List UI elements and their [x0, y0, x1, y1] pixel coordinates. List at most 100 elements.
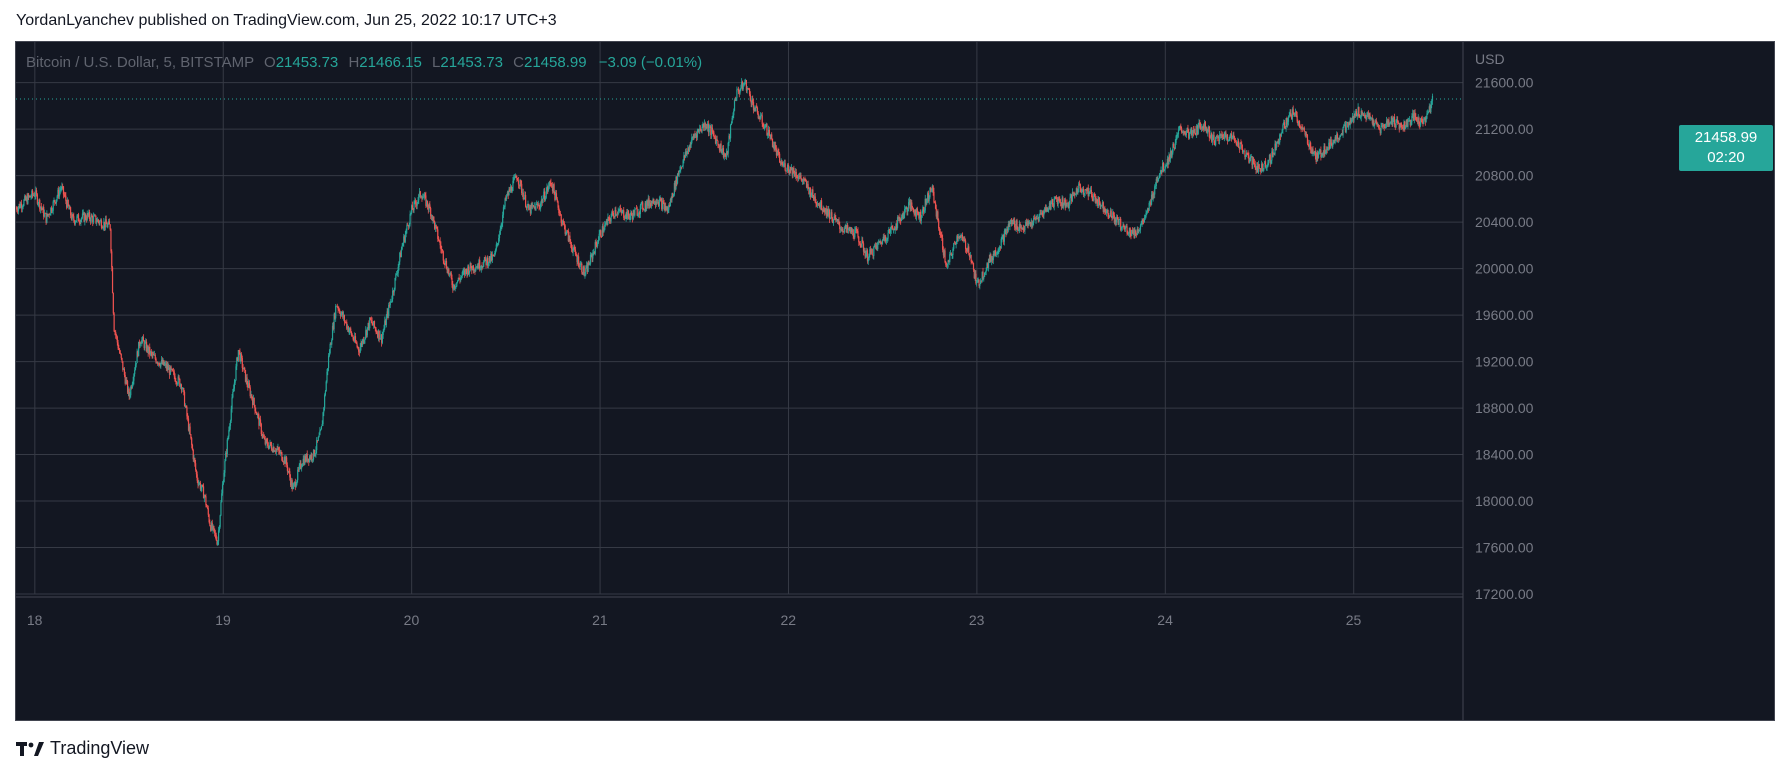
candle-body: [483, 261, 485, 267]
candlestick-chart[interactable]: 17200.00 17600.00 18000.00 18400.00 18800.00…: [15, 41, 1775, 721]
candle-body: [153, 354, 156, 356]
candle-body: [1085, 189, 1087, 191]
candle-body: [904, 209, 906, 215]
candle-body: [880, 241, 882, 243]
candle-body: [1217, 136, 1219, 138]
candle-body: [1431, 96, 1434, 101]
candle-body: [1026, 221, 1028, 226]
candle-body: [1291, 109, 1294, 120]
candle-body: [59, 189, 61, 191]
candle-body: [317, 437, 319, 441]
candle-body: [75, 220, 77, 222]
candle-body: [720, 143, 722, 153]
candle-body: [879, 241, 881, 243]
candle-body: [1341, 133, 1343, 136]
candle-body: [279, 451, 281, 454]
candle-body: [548, 181, 550, 187]
candle-body: [769, 135, 771, 139]
candle-body: [760, 115, 763, 117]
candle-body: [741, 81, 743, 88]
candle-body: [1238, 147, 1240, 150]
candle-body: [1236, 144, 1238, 146]
candle-body: [482, 266, 484, 268]
candle-body: [376, 332, 378, 334]
candle-body: [429, 204, 431, 209]
y-tick-label: 17600.00: [1475, 540, 1534, 556]
candle-body: [805, 180, 807, 182]
candle-body: [855, 228, 857, 230]
candle-body: [1370, 117, 1373, 119]
candle-body: [964, 240, 966, 241]
candle-body: [1317, 151, 1320, 158]
candle-body: [230, 409, 232, 421]
candle-body: [289, 471, 291, 478]
candle-body: [335, 305, 338, 307]
candle-body: [172, 368, 174, 372]
candle-body: [1214, 143, 1216, 146]
chart-canvas[interactable]: 17200.0017600.0018000.0018400.0018800.00…: [16, 42, 1774, 720]
candle-body: [1253, 162, 1256, 165]
candle-body: [73, 216, 75, 221]
candle-body: [194, 458, 196, 464]
candle-body: [1068, 204, 1070, 209]
candle-body: [836, 219, 838, 221]
candle-body: [1196, 125, 1199, 134]
candle-body: [625, 212, 627, 219]
candle-body: [705, 127, 707, 128]
candle-body: [1245, 155, 1247, 158]
candle-body: [1369, 113, 1371, 119]
candle-body: [615, 210, 617, 215]
candle-body: [1133, 230, 1135, 238]
candle-body: [1195, 134, 1197, 136]
candle-body: [1110, 210, 1112, 217]
candle-body: [547, 186, 550, 191]
candle-body: [1095, 199, 1097, 204]
candle-body: [244, 367, 246, 370]
candle-body: [571, 248, 573, 253]
candle-body: [912, 208, 914, 213]
candle-body: [69, 207, 71, 210]
candle-body: [166, 365, 168, 369]
candle-body: [1275, 143, 1277, 148]
candle-body: [357, 346, 359, 348]
candle-body: [725, 155, 727, 157]
candle-body: [19, 203, 21, 208]
candle-body: [1330, 139, 1332, 144]
candle-body: [173, 371, 175, 377]
candle-body: [1082, 188, 1084, 190]
candle-body: [436, 226, 438, 230]
candle-body: [423, 194, 425, 198]
candle-body: [1379, 128, 1381, 134]
candle-body: [696, 130, 698, 138]
candle-body: [1246, 152, 1248, 155]
candle-body: [175, 381, 177, 382]
candle-body: [930, 189, 933, 191]
candle-body: [347, 326, 349, 333]
candle-body: [1035, 218, 1037, 221]
candle-body: [617, 211, 619, 215]
candle-body: [1234, 137, 1236, 142]
candle-body: [623, 210, 625, 218]
candle-body: [1021, 227, 1023, 230]
candle-body: [1409, 119, 1411, 126]
candle-body: [458, 277, 460, 280]
candle-body: [506, 192, 509, 196]
candle-body: [1219, 134, 1222, 136]
candle-body: [1308, 145, 1310, 147]
candle-body: [1001, 236, 1003, 240]
candle-body: [370, 319, 372, 321]
candle-body: [1067, 203, 1070, 209]
candle-body: [292, 486, 294, 490]
candle-body: [825, 208, 827, 216]
candle-body: [979, 284, 981, 286]
candle-body: [1414, 112, 1416, 117]
candle-body: [325, 381, 327, 392]
candle-body: [557, 201, 559, 208]
candle-body: [104, 219, 107, 228]
candle-body: [1197, 123, 1199, 134]
candle-body: [890, 226, 892, 230]
candle-body: [28, 195, 31, 197]
candle-body: [331, 340, 333, 345]
candle-body: [651, 200, 653, 204]
candle-body: [1390, 116, 1392, 123]
